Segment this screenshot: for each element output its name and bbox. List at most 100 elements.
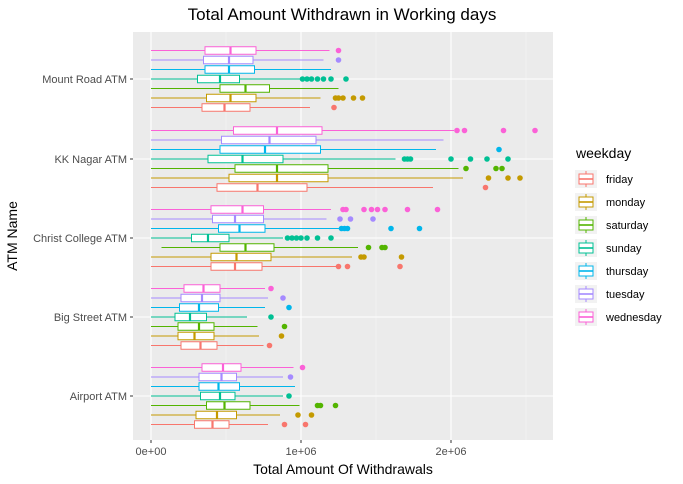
outlier-point: [337, 216, 343, 222]
legend-item-friday: friday: [575, 170, 633, 188]
box-iqr: [198, 372, 237, 382]
box-saturday: [151, 84, 339, 93]
outlier-point: [434, 206, 441, 213]
outlier-point: [335, 57, 342, 63]
box-friday: [151, 262, 403, 271]
outlier-point: [388, 225, 394, 232]
legend-item-tuesday: tuesday: [575, 285, 645, 303]
box-tuesday: [151, 293, 286, 303]
axes: 0e+00 1e+06 2e+06 Mount Road ATM KK Nagar AT…: [33, 74, 466, 458]
box-thursday: [151, 224, 423, 233]
outlier-point: [350, 95, 357, 101]
box-wednesday: [151, 363, 306, 372]
box-iqr: [200, 391, 236, 401]
outlier-point: [365, 244, 372, 251]
legend-label: tuesday: [606, 289, 645, 301]
box-monday: [151, 173, 523, 183]
legend-label: saturday: [606, 220, 649, 232]
outlier-point: [281, 323, 288, 330]
box-wednesday: [151, 46, 342, 55]
outlier-point: [397, 263, 403, 270]
box-friday: [151, 341, 273, 350]
box-friday: [151, 183, 489, 192]
category-group: [151, 205, 441, 271]
x-axis-title: Total Amount Of Withdrawals: [253, 461, 433, 477]
legend-title: weekday: [575, 145, 631, 161]
box-tuesday: [151, 135, 444, 145]
outlier-point: [287, 374, 294, 380]
box-tuesday: [151, 55, 342, 65]
outlier-point: [289, 235, 295, 241]
outlier-point: [361, 254, 367, 260]
legend-items: friday monday saturday sunday thursday tuesda…: [575, 170, 662, 326]
box-thursday: [151, 303, 292, 312]
outlier-point: [320, 76, 327, 82]
box-iqr: [212, 214, 264, 224]
outlier-point: [496, 146, 502, 153]
box-sunday: [151, 154, 511, 164]
box-iqr: [218, 224, 266, 233]
outlier-point: [344, 263, 351, 270]
chart-title: Total Amount Withdrawn in Working days: [188, 5, 497, 24]
outlier-point: [493, 165, 499, 172]
legend-label: sunday: [606, 243, 642, 255]
x-tick-label: 2e+06: [436, 446, 467, 458]
legend-label: wednesday: [605, 312, 662, 324]
legend-item-thursday: thursday: [575, 262, 649, 280]
box-monday: [151, 331, 285, 341]
y-tick-label: Mount Road ATM: [42, 74, 127, 86]
outlier-point: [344, 225, 351, 232]
category-group: [151, 126, 538, 192]
box-monday: [151, 93, 366, 103]
outlier-point: [398, 254, 405, 260]
outlier-point: [286, 304, 292, 311]
outlier-point: [517, 175, 523, 181]
outlier-point: [280, 295, 286, 301]
box-iqr: [234, 164, 329, 173]
outlier-point: [268, 285, 274, 292]
outlier-point: [382, 244, 388, 251]
box-iqr: [180, 341, 218, 350]
outlier-point: [328, 76, 334, 82]
box-iqr: [177, 331, 215, 341]
box-iqr: [177, 322, 215, 331]
box-saturday: [151, 401, 339, 410]
y-tick-label: Christ College ATM: [33, 233, 127, 245]
box-wednesday: [151, 205, 441, 214]
box-saturday: [151, 164, 505, 173]
box-sunday: [151, 233, 334, 243]
outlier-point: [299, 364, 306, 371]
box-iqr: [210, 252, 272, 262]
outlier-point: [532, 127, 538, 134]
box-friday: [151, 420, 309, 429]
y-tick-label: Big Street ATM: [54, 312, 127, 324]
outlier-point: [340, 95, 346, 101]
box-iqr: [191, 233, 230, 243]
outlier-point: [404, 206, 411, 213]
box-iqr: [210, 262, 263, 271]
box-thursday: [151, 382, 295, 391]
box-sunday: [151, 312, 274, 322]
box-tuesday: [151, 214, 376, 224]
outlier-point: [461, 127, 468, 134]
box-wednesday: [151, 284, 274, 293]
outlier-point: [454, 127, 460, 134]
box-friday: [151, 103, 337, 112]
outlier-point: [293, 235, 300, 241]
outlier-point: [266, 342, 273, 349]
legend-item-saturday: saturday: [575, 216, 649, 234]
outlier-point: [485, 175, 492, 181]
outlier-point: [374, 206, 381, 213]
box-iqr: [183, 284, 221, 293]
outlier-point: [467, 156, 474, 162]
box-wednesday: [151, 126, 538, 135]
box-saturday: [151, 322, 288, 331]
outlier-point: [314, 76, 321, 82]
outlier-point: [308, 412, 315, 418]
legend: weekday friday monday saturday sunday thursd…: [575, 145, 662, 326]
legend-label: monday: [606, 197, 646, 209]
outlier-point: [299, 76, 306, 82]
outlier-point: [359, 95, 366, 101]
outlier-point: [407, 156, 414, 162]
